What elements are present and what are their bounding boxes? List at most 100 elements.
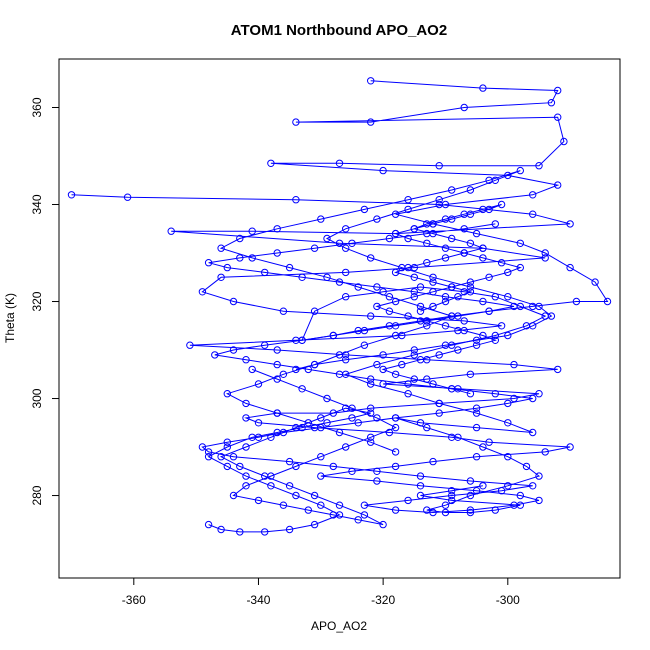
data-point bbox=[329, 331, 337, 340]
data-point bbox=[410, 288, 418, 296]
data-point bbox=[591, 278, 599, 286]
data-point bbox=[242, 399, 250, 408]
series-line bbox=[71, 194, 571, 514]
data-point bbox=[236, 234, 244, 243]
data-point bbox=[547, 99, 556, 107]
data-point bbox=[466, 477, 475, 485]
data-point bbox=[410, 293, 418, 301]
data-point bbox=[329, 511, 337, 519]
data-point bbox=[236, 254, 244, 262]
data-point bbox=[516, 239, 524, 248]
data-point bbox=[472, 336, 481, 344]
data-point bbox=[292, 491, 300, 500]
data-point bbox=[466, 508, 475, 517]
data-point bbox=[204, 453, 213, 461]
data-point bbox=[441, 508, 450, 517]
data-point bbox=[410, 351, 418, 359]
data-point bbox=[348, 404, 356, 412]
data-point bbox=[354, 516, 362, 524]
data-point bbox=[298, 385, 306, 393]
data-point bbox=[242, 356, 250, 364]
data-point bbox=[566, 263, 574, 272]
data-point bbox=[248, 227, 256, 235]
data-point bbox=[198, 443, 207, 451]
data-point bbox=[535, 472, 543, 480]
data-point bbox=[329, 409, 337, 417]
data-point bbox=[554, 365, 562, 374]
data-point bbox=[404, 234, 412, 243]
data-point bbox=[310, 491, 319, 500]
data-point bbox=[435, 196, 443, 204]
data-point bbox=[472, 341, 481, 349]
data-point bbox=[360, 341, 369, 349]
data-point bbox=[379, 365, 387, 374]
data-point bbox=[373, 477, 381, 485]
data-point bbox=[385, 234, 394, 243]
data-point bbox=[273, 428, 281, 437]
data-point bbox=[448, 283, 456, 291]
data-point bbox=[460, 317, 468, 325]
data-point bbox=[429, 508, 437, 517]
data-point bbox=[423, 322, 431, 330]
data-point bbox=[317, 472, 325, 480]
data-point bbox=[429, 278, 437, 286]
data-point bbox=[466, 506, 475, 514]
data-point bbox=[454, 433, 462, 441]
data-point bbox=[373, 360, 381, 369]
data-point bbox=[310, 244, 319, 252]
data-point bbox=[323, 394, 331, 403]
data-point bbox=[254, 419, 263, 427]
data-point bbox=[554, 86, 562, 95]
data-point bbox=[391, 462, 400, 471]
data-point bbox=[448, 496, 456, 505]
data-point bbox=[429, 380, 437, 388]
data-point bbox=[510, 394, 518, 403]
data-point bbox=[448, 186, 456, 194]
data-point bbox=[292, 462, 300, 471]
data-point bbox=[261, 341, 269, 349]
data-point bbox=[435, 409, 443, 417]
data-point bbox=[267, 472, 275, 480]
data-point bbox=[373, 414, 381, 422]
data-point bbox=[448, 234, 456, 243]
data-point bbox=[479, 244, 487, 252]
data-point bbox=[385, 428, 394, 437]
data-point bbox=[404, 312, 412, 320]
data-point bbox=[460, 225, 468, 233]
data-point bbox=[323, 273, 331, 281]
data-point bbox=[391, 229, 400, 238]
y-axis: 280 300 320 340 360 bbox=[30, 97, 60, 506]
data-point bbox=[454, 346, 462, 354]
data-point bbox=[217, 525, 225, 534]
data-point bbox=[267, 159, 275, 168]
data-point bbox=[529, 191, 537, 199]
data-point bbox=[242, 472, 250, 480]
data-point bbox=[435, 399, 443, 408]
data-point bbox=[416, 482, 425, 490]
data-point bbox=[217, 273, 225, 281]
data-point bbox=[348, 239, 356, 248]
data-point bbox=[529, 394, 537, 403]
series-layer bbox=[67, 77, 612, 536]
data-point bbox=[223, 462, 232, 471]
data-point bbox=[391, 414, 400, 422]
data-point bbox=[292, 196, 300, 204]
data-point bbox=[554, 113, 562, 121]
data-point bbox=[391, 297, 400, 306]
data-point bbox=[423, 506, 431, 514]
data-point bbox=[391, 448, 400, 456]
data-point bbox=[317, 501, 325, 509]
data-point bbox=[535, 302, 543, 311]
data-point bbox=[441, 322, 450, 330]
data-point bbox=[529, 482, 537, 490]
data-point bbox=[416, 356, 425, 364]
data-point bbox=[335, 159, 344, 168]
data-point bbox=[423, 259, 431, 267]
data-point bbox=[441, 200, 450, 209]
data-point bbox=[236, 462, 244, 471]
data-point bbox=[504, 482, 512, 490]
data-point bbox=[491, 220, 499, 228]
data-point bbox=[404, 390, 412, 398]
data-point bbox=[566, 443, 574, 451]
series-line bbox=[207, 368, 397, 533]
